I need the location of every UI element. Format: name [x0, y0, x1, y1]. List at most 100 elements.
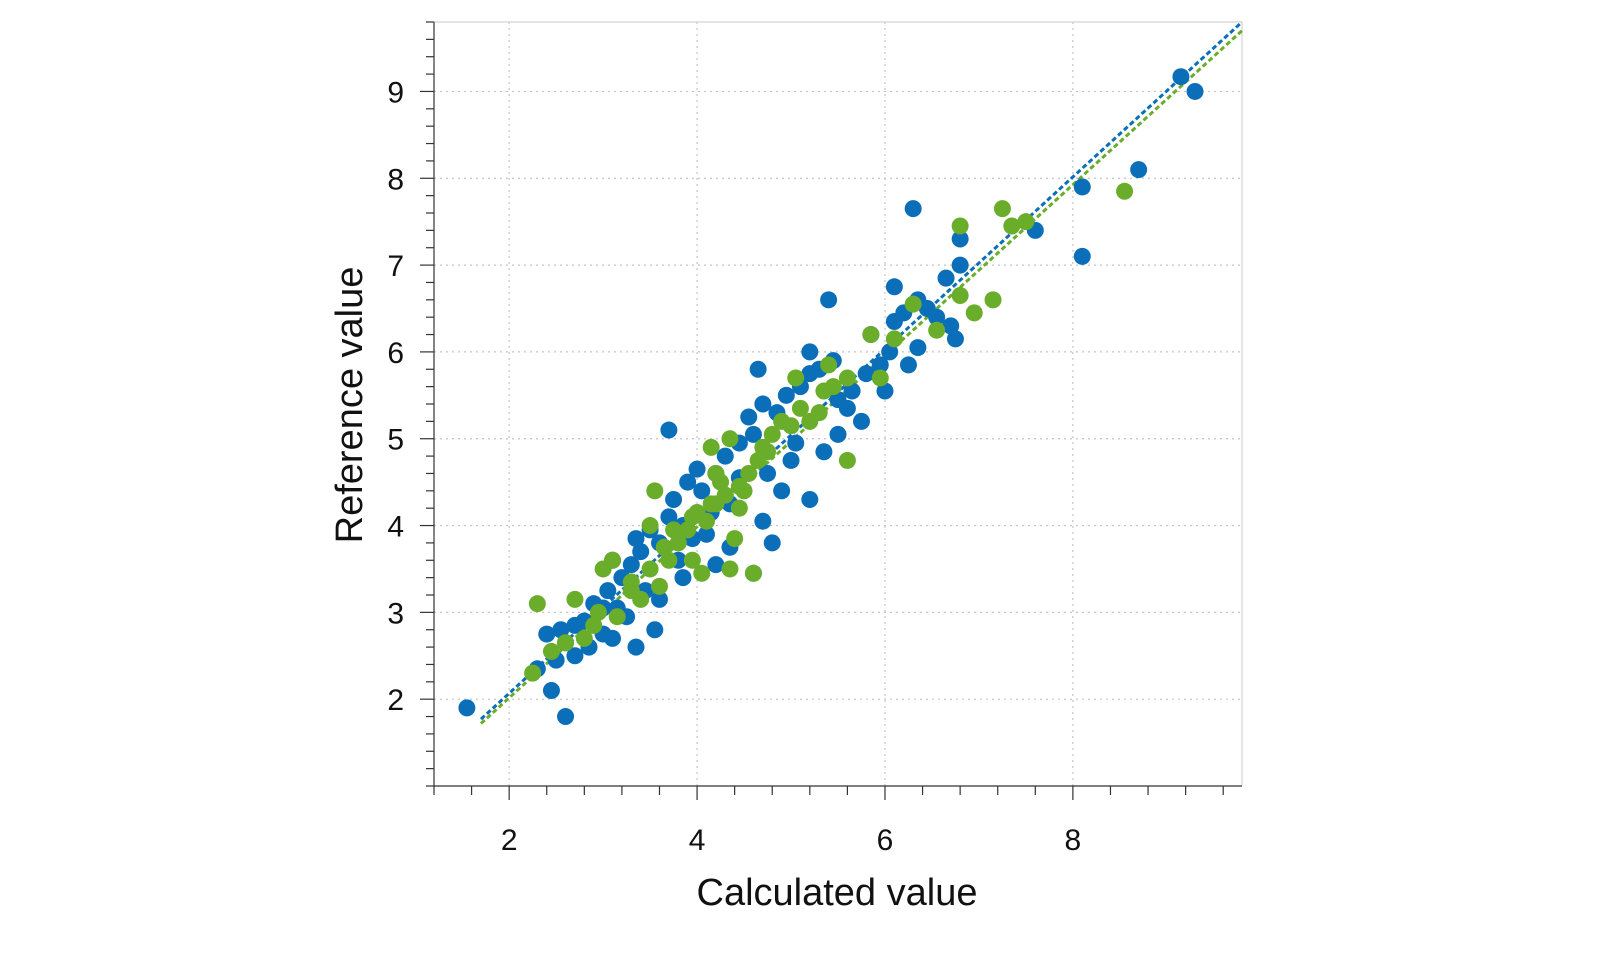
data-point-series-1 — [820, 291, 838, 309]
data-point-series-1 — [885, 278, 903, 296]
tick-labels: 2 3 4 5 6 7 8 9 2 4 6 8 — [387, 76, 1081, 857]
data-point-series-2 — [650, 577, 668, 595]
data-point-series-2 — [646, 482, 664, 500]
data-point-series-2 — [622, 573, 640, 591]
y-tick-label: 5 — [387, 424, 404, 457]
data-point-series-2 — [965, 304, 983, 322]
data-point-series-2 — [575, 629, 593, 647]
data-point-series-2 — [763, 425, 781, 443]
data-point-series-2 — [885, 330, 903, 348]
data-point-series-2 — [683, 508, 701, 526]
data-point-series-1 — [909, 339, 927, 357]
data-point-series-1 — [627, 638, 645, 656]
data-point-series-1 — [707, 556, 725, 574]
data-point-series-2 — [820, 356, 838, 374]
data-point-series-1 — [904, 200, 922, 218]
data-point-series-1 — [749, 360, 767, 378]
x-tick-label: 4 — [689, 824, 706, 857]
data-point-series-2 — [697, 512, 715, 530]
data-point-series-1 — [716, 447, 734, 465]
data-point-series-1 — [787, 434, 805, 452]
data-point-series-2 — [655, 538, 673, 556]
axes — [433, 21, 1243, 787]
data-point-series-2 — [759, 443, 777, 461]
data-point-series-2 — [928, 321, 946, 339]
data-point-series-1 — [754, 512, 772, 530]
data-point-series-1 — [650, 590, 668, 608]
x-tick-label: 8 — [1065, 824, 1082, 857]
x-axis-title: Calculated value — [697, 872, 978, 914]
data-point-series-2 — [712, 473, 730, 491]
data-point-series-2 — [660, 551, 678, 569]
data-point-series-1 — [552, 621, 570, 639]
data-point-series-1 — [604, 629, 622, 647]
data-point-series-2 — [632, 590, 650, 608]
data-point-series-1 — [744, 425, 762, 443]
data-point-series-1 — [857, 365, 875, 383]
data-point-series-2 — [740, 464, 758, 482]
data-point-series-2 — [951, 286, 969, 304]
data-point-series-2 — [641, 560, 659, 578]
data-point-series-2 — [782, 417, 800, 435]
data-point-series-1 — [622, 556, 640, 574]
data-point-series-1 — [829, 425, 847, 443]
data-point-series-2 — [721, 560, 739, 578]
data-point-series-1 — [942, 317, 960, 335]
data-point-series-2 — [726, 530, 744, 548]
data-point-series-2 — [589, 603, 607, 621]
data-point-series-2 — [608, 608, 626, 626]
data-point-series-1 — [899, 356, 917, 374]
data-point-series-1 — [1073, 178, 1091, 196]
grid — [434, 22, 1242, 786]
y-tick-label: 4 — [387, 511, 404, 544]
data-point-series-1 — [697, 525, 715, 543]
y-tick-label: 2 — [387, 684, 404, 717]
data-point-series-1 — [646, 621, 664, 639]
y-tick-label: 9 — [387, 76, 404, 109]
data-point-series-1 — [566, 647, 584, 665]
data-point-series-2 — [665, 521, 683, 539]
data-point-series-1 — [801, 491, 819, 508]
data-point-series-2 — [862, 326, 880, 344]
data-point-series-1 — [566, 616, 584, 634]
y-axis-title: Reference value — [329, 267, 371, 544]
data-point-series-2 — [730, 477, 748, 495]
data-point-series-2 — [566, 590, 584, 608]
data-point-series-2 — [585, 616, 603, 634]
y-tick-label: 7 — [387, 250, 404, 283]
data-point-series-1 — [754, 395, 772, 413]
data-point-series-1 — [881, 343, 899, 361]
data-point-series-1 — [1073, 247, 1091, 265]
data-point-series-1 — [557, 708, 575, 726]
data-point-series-2 — [707, 495, 725, 513]
data-point-series-2 — [557, 634, 575, 652]
data-point-series-2 — [904, 295, 922, 313]
data-point-series-1 — [693, 482, 711, 500]
data-point-series-1 — [852, 412, 870, 430]
data-point-series-1 — [627, 530, 645, 548]
y-tick-label: 3 — [387, 597, 404, 630]
data-points — [458, 68, 1204, 726]
data-point-series-1 — [542, 682, 560, 699]
data-point-series-1 — [679, 473, 697, 491]
data-point-series-1 — [951, 256, 969, 274]
data-point-series-1 — [688, 460, 706, 478]
data-point-series-1 — [660, 508, 678, 526]
data-point-series-2 — [679, 521, 697, 539]
data-point-series-2 — [669, 534, 687, 552]
data-point-series-2 — [1116, 182, 1134, 200]
x-tick-label: 2 — [501, 824, 518, 857]
data-point-series-1 — [946, 330, 964, 348]
data-point-series-1 — [1172, 68, 1190, 86]
data-point-series-1 — [1186, 82, 1204, 100]
data-point-series-1 — [838, 399, 856, 417]
data-point-series-2 — [683, 551, 701, 569]
data-point-series-1 — [801, 343, 819, 361]
y-tick-label: 6 — [387, 337, 404, 370]
data-point-series-2 — [984, 291, 1002, 309]
data-point-series-1 — [871, 356, 889, 374]
data-point-series-2 — [730, 499, 748, 517]
data-point-series-1 — [763, 534, 781, 552]
data-point-series-1 — [951, 230, 969, 248]
